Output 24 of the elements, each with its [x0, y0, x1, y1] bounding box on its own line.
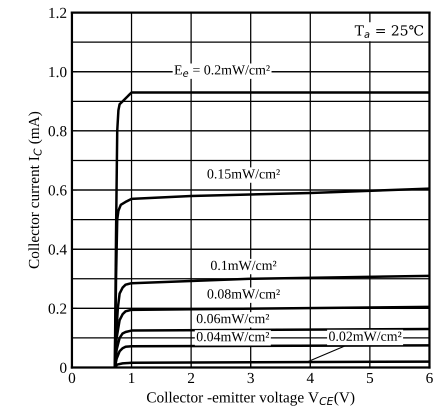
- y-tick-label: 1.2: [49, 8, 66, 18]
- y-tick-label: 0.6: [48, 185, 67, 196]
- y-tick-label: 0.2: [48, 303, 66, 314]
- series-label: 0.1mW/cm²: [210, 260, 276, 270]
- annotation: T$_{a}$ = 25℃: [354, 25, 424, 38]
- series-label: 0.06mW/cm²: [196, 314, 270, 324]
- y-tick-label: 0.8: [48, 126, 66, 136]
- x-tick-label: 6: [426, 372, 433, 384]
- series-label: E$_{e}$ = 0.2mW/cm²: [174, 65, 270, 77]
- y-tick-label: 0.4: [48, 244, 67, 255]
- x-tick-label: 0: [68, 372, 76, 384]
- y-tick-label: 0: [60, 362, 66, 373]
- x-tick-label: 3: [248, 372, 254, 384]
- x-tick-label: 1: [129, 372, 134, 383]
- series-label: 0.02mW/cm²: [329, 332, 402, 341]
- x-tick-label: 5: [366, 372, 374, 384]
- x-tick-label: 4: [306, 372, 314, 383]
- x-axis-title: Collector -emitter voltage V$_{CE}$(V): [146, 392, 354, 406]
- y-axis-title: Collector current I$_{C}$ (mA): [28, 112, 42, 268]
- series-label: 0.04mW/cm²: [196, 332, 270, 342]
- x-tick-label: 2: [188, 372, 194, 383]
- series-label: 0.15mW/cm²: [207, 169, 280, 179]
- y-tick-label: 1.0: [49, 66, 66, 78]
- series-label: 0.08mW/cm²: [207, 289, 280, 299]
